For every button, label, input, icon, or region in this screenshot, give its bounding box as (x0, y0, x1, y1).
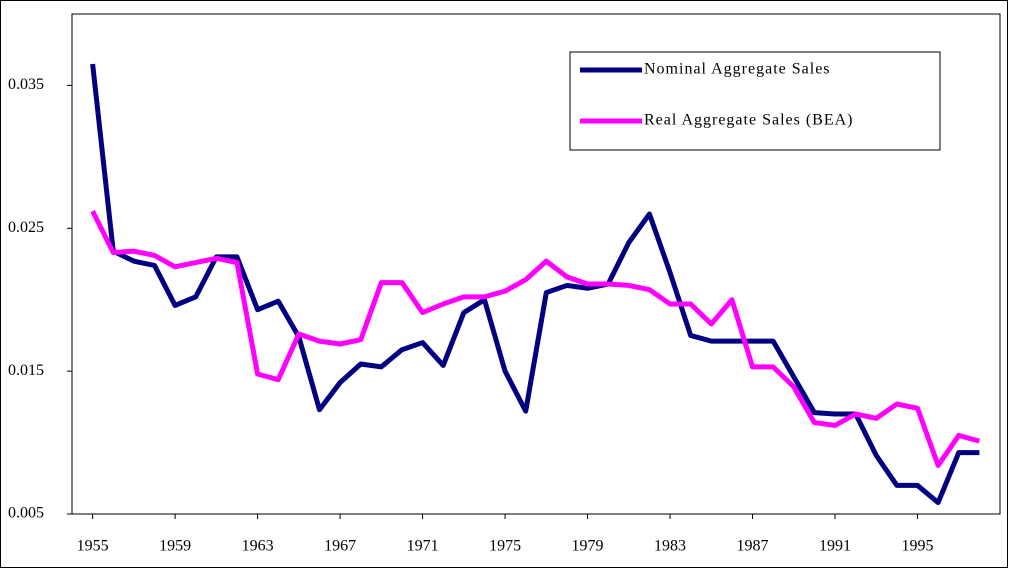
y-tick-label: 0.025 (8, 219, 44, 236)
x-tick-label: 1975 (489, 538, 521, 555)
x-tick-label: 1959 (159, 538, 191, 555)
x-tick-label: 1971 (407, 538, 439, 555)
series-line (90, 63, 980, 506)
x-tick-label: 1979 (572, 538, 604, 555)
y-tick-label: 0.015 (8, 362, 44, 379)
y-tick-label: 0.005 (8, 505, 44, 522)
series-line (90, 210, 981, 468)
x-tick-label: 1967 (324, 538, 356, 555)
x-tick-label: 1987 (737, 538, 769, 555)
x-tick-label: 1995 (902, 538, 934, 555)
x-tick-label: 1983 (654, 538, 686, 555)
legend-label: Real Aggregate Sales (BEA) (644, 112, 854, 129)
x-tick-label: 1955 (77, 538, 109, 555)
legend-label: Nominal Aggregate Sales (644, 61, 831, 78)
x-tick-label: 1991 (819, 538, 851, 555)
x-tick-label: 1963 (242, 538, 274, 555)
y-tick-label: 0.035 (8, 76, 44, 93)
plot-area (71, 13, 1001, 515)
